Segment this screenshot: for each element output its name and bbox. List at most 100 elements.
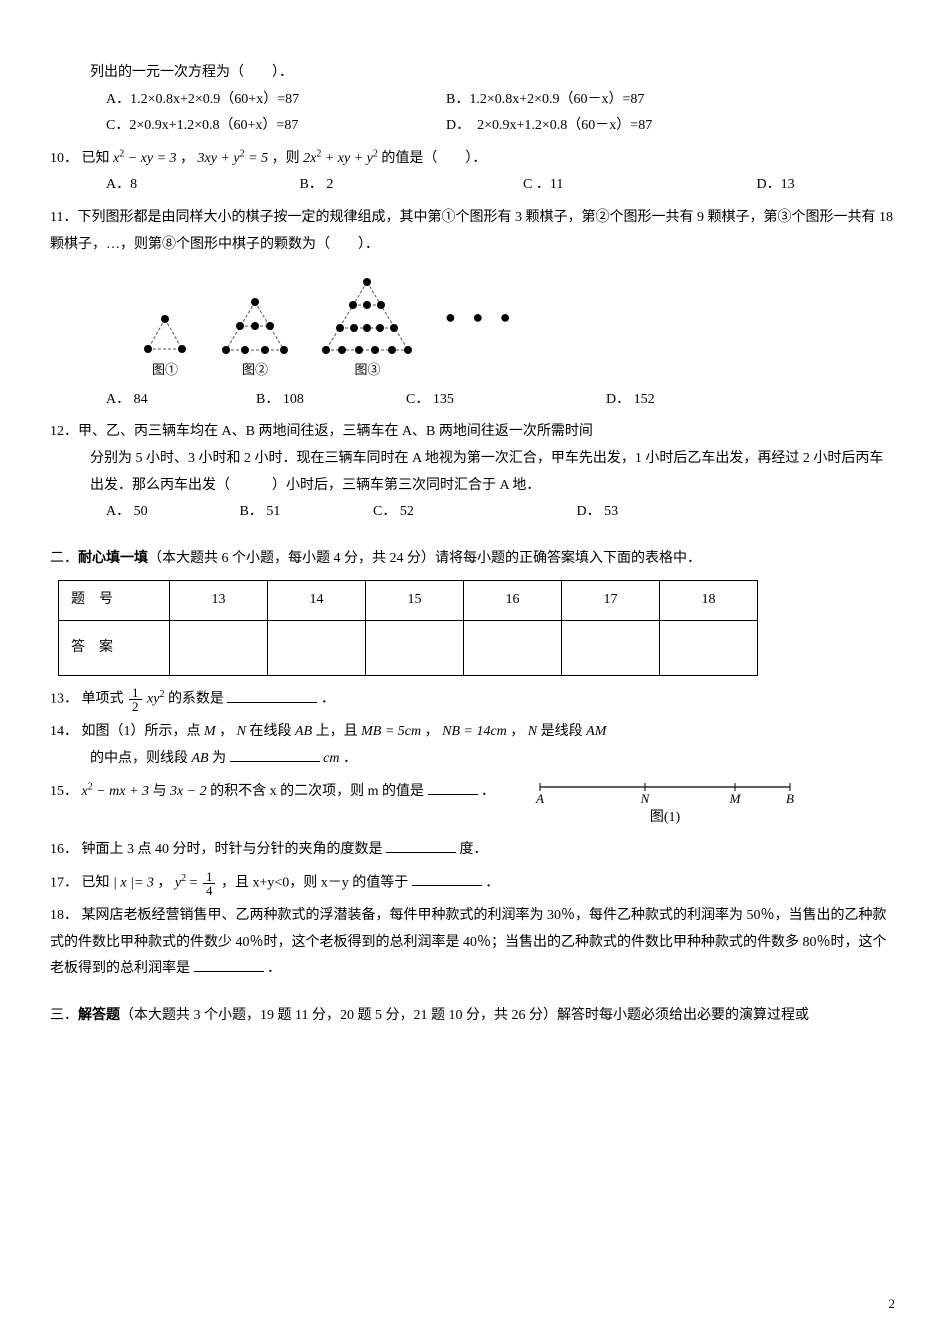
table-header-label: 题 号 bbox=[59, 581, 170, 621]
col-14: 14 bbox=[268, 581, 366, 621]
ans-16 bbox=[464, 621, 562, 676]
q15-num: 15． bbox=[50, 784, 78, 799]
answer-row-label: 答 案 bbox=[59, 621, 170, 676]
line-segment-icon: A N M B bbox=[535, 779, 795, 805]
q14-c1: ， bbox=[219, 724, 233, 739]
q16-text: 钟面上 3 点 40 分时，时针与分针的夹角的度数是 bbox=[82, 842, 383, 857]
col-15: 15 bbox=[366, 581, 464, 621]
q11-stem: 下列图形都是由同样大小的棋子按一定的规律组成，其中第①个图形有 3 颗棋子，第②… bbox=[50, 210, 893, 252]
q11-cap1: 图① bbox=[140, 358, 190, 383]
q10-num: 10． bbox=[50, 151, 78, 166]
section3-title: 解答题 bbox=[78, 1008, 120, 1023]
q12-opt-d: D． 53 bbox=[577, 499, 619, 526]
col-13: 13 bbox=[170, 581, 268, 621]
question-18: 18． 某网店老板经营销售甲、乙两种款式的浮潜装备，每件甲种款式的利润率为 30… bbox=[50, 903, 895, 983]
q10-opt-c: C ．11 bbox=[523, 172, 673, 199]
q10-expr2: 3xy + y bbox=[198, 151, 240, 166]
page-number: 2 bbox=[889, 1292, 896, 1317]
q14-mb: MB = 5cm bbox=[361, 724, 421, 739]
q10-stem-d: 的值是（ ）． bbox=[381, 151, 486, 166]
question-17: 17． 已知 | x |= 3 ， y2 = 14 ，且 x+y<0，则 x－y… bbox=[50, 870, 895, 897]
svg-text:N: N bbox=[640, 791, 651, 805]
col-17: 17 bbox=[562, 581, 660, 621]
svg-text:B: B bbox=[786, 791, 794, 805]
section2-label: 二． bbox=[50, 551, 78, 566]
question-13: 13． 单项式 12 xy2 的系数是 ． bbox=[50, 686, 895, 713]
q11-num: 11． bbox=[50, 210, 77, 225]
triangle-2-icon bbox=[220, 296, 290, 356]
q14-figure: A N M B 图(1) bbox=[535, 779, 795, 832]
ans-18 bbox=[660, 621, 758, 676]
q11-opt-d: D． 152 bbox=[606, 387, 756, 414]
question-10: 10． 已知 x2 − xy = 3 ， 3xy + y2 = 5 ，则 2x2… bbox=[50, 146, 895, 199]
q10-expr1b: − xy = 3 bbox=[128, 151, 177, 166]
q14-l1d: 是线段 bbox=[541, 724, 583, 739]
q9-opt-a: A．1.2×0.8x+2×0.9（60+x）=87 bbox=[106, 87, 446, 114]
q10-options: A．8 B． 2 C ．11 D．13 bbox=[50, 172, 895, 199]
q17-tail: ． bbox=[485, 875, 499, 890]
question-15: 15． x2 − mx + 3 与 3x − 2 的积不含 x 的二次项，则 m… bbox=[50, 779, 895, 832]
q14-unit: cm bbox=[323, 751, 339, 766]
q11-figures: 图① 图② bbox=[50, 276, 895, 383]
q10-expr3b: + xy + y bbox=[325, 151, 373, 166]
q9-opt-b: B．1.2×0.8x+2×0.9（60－x）=87 bbox=[446, 87, 644, 114]
q10-opt-d: D．13 bbox=[757, 172, 795, 199]
ellipsis-icon: ● ● ● bbox=[445, 300, 517, 359]
q12-num: 12． bbox=[50, 424, 78, 439]
table-row: 题 号 13 14 15 16 17 18 bbox=[59, 581, 758, 621]
question-12: 12．甲、乙、丙三辆车均在 A、B 两地间往返，三辆车在 A、B 两地间往返一次… bbox=[50, 419, 895, 525]
svg-text:M: M bbox=[729, 791, 742, 805]
blank-input bbox=[230, 747, 320, 762]
col-18: 18 bbox=[660, 581, 758, 621]
q13-num: 13． bbox=[50, 692, 78, 707]
q10-expr2b: = 5 bbox=[248, 151, 268, 166]
q17-eq: = bbox=[190, 875, 201, 890]
q17-absx: | x |= 3 bbox=[113, 875, 154, 890]
section2-title: 耐心填一填 bbox=[78, 551, 148, 566]
q10-stem-a: 已知 bbox=[82, 151, 114, 166]
q17-num: 17． bbox=[50, 875, 78, 890]
q12-opt-c: C． 52 bbox=[373, 499, 573, 526]
q9-opt-c: C．2×0.9x+1.2×0.8（60+x）=87 bbox=[106, 113, 446, 140]
question-16: 16． 钟面上 3 点 40 分时，时针与分针的夹角的度数是 度． bbox=[50, 837, 895, 864]
q15-with: 与 bbox=[152, 784, 166, 799]
q13-a: 单项式 bbox=[82, 692, 124, 707]
question-9-continuation: 列出的一元一次方程为（ ）． A．1.2×0.8x+2×0.9（60+x）=87… bbox=[50, 60, 895, 140]
q17-c: ， bbox=[157, 875, 171, 890]
q16-num: 16． bbox=[50, 842, 78, 857]
blank-input bbox=[194, 957, 264, 972]
q15-tail: ． bbox=[481, 784, 495, 799]
q14-c2: ， bbox=[425, 724, 439, 739]
q14-AM: AM bbox=[586, 724, 606, 739]
triangle-3-icon bbox=[320, 276, 415, 356]
ans-14 bbox=[268, 621, 366, 676]
q11-opt-a: A． 84 bbox=[106, 387, 256, 414]
q13-tail: ． bbox=[321, 692, 335, 707]
blank-input bbox=[428, 780, 478, 795]
blank-input bbox=[412, 871, 482, 886]
q14-AB2: AB bbox=[192, 751, 209, 766]
q10-stem-c: ，则 bbox=[272, 151, 300, 166]
q11-options: A． 84 B． 108 C． 135 D． 152 bbox=[50, 387, 895, 414]
q13-b: xy bbox=[147, 692, 159, 707]
q9-opt-d: D． 2×0.9x+1.2×0.8（60－x）=87 bbox=[446, 113, 652, 140]
q11-cap2: 图② bbox=[220, 358, 290, 383]
q15-d: 的积不含 x 的二次项，则 m 的值是 bbox=[210, 784, 424, 799]
question-11: 11．下列图形都是由同样大小的棋子按一定的规律组成，其中第①个图形有 3 颗棋子… bbox=[50, 205, 895, 413]
q12-opt-a: A． 50 bbox=[106, 499, 236, 526]
q18-text: 某网店老板经营销售甲、乙两种款式的浮潜装备，每件甲种款式的利润率为 30％，每件… bbox=[50, 908, 887, 976]
q12-options: A． 50 B． 51 C． 52 D． 53 bbox=[50, 499, 895, 526]
q14-l2a: 的中点，则线段 bbox=[90, 751, 188, 766]
answer-table: 题 号 13 14 15 16 17 18 答 案 bbox=[58, 580, 758, 676]
q12-line2: 分别为 5 小时、3 小时和 2 小时．现在三辆车同时在 A 地视为第一次汇合，… bbox=[50, 446, 895, 499]
q14-fig-cap: 图(1) bbox=[535, 805, 795, 832]
section-3-title: 三．解答题（本大题共 3 个小题，19 题 11 分，20 题 5 分，21 题… bbox=[50, 1003, 895, 1030]
q11-cap3: 图③ bbox=[320, 358, 415, 383]
q11-fig2: 图② bbox=[220, 296, 290, 383]
q13-c: 的系数是 bbox=[168, 692, 224, 707]
ans-17 bbox=[562, 621, 660, 676]
q10-opt-a: A．8 bbox=[106, 172, 216, 199]
ans-13 bbox=[170, 621, 268, 676]
col-16: 16 bbox=[464, 581, 562, 621]
section2-note: （本大题共 6 个小题，每小题 4 分，共 24 分）请将每小题的正确答案填入下… bbox=[148, 551, 701, 566]
